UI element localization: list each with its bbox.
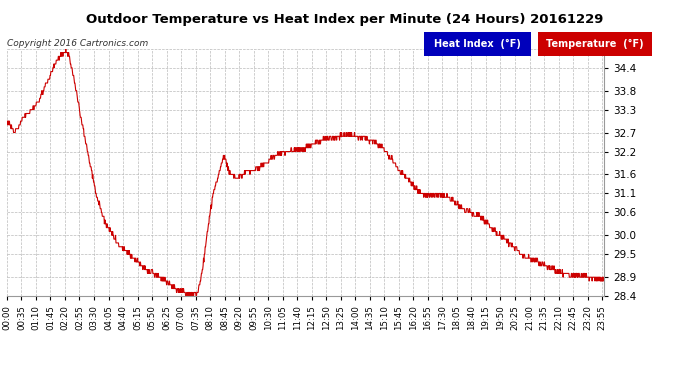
Text: Copyright 2016 Cartronics.com: Copyright 2016 Cartronics.com (7, 39, 148, 48)
Text: Heat Index  (°F): Heat Index (°F) (435, 39, 521, 49)
Text: Outdoor Temperature vs Heat Index per Minute (24 Hours) 20161229: Outdoor Temperature vs Heat Index per Mi… (86, 13, 604, 26)
Text: Temperature  (°F): Temperature (°F) (546, 39, 644, 49)
